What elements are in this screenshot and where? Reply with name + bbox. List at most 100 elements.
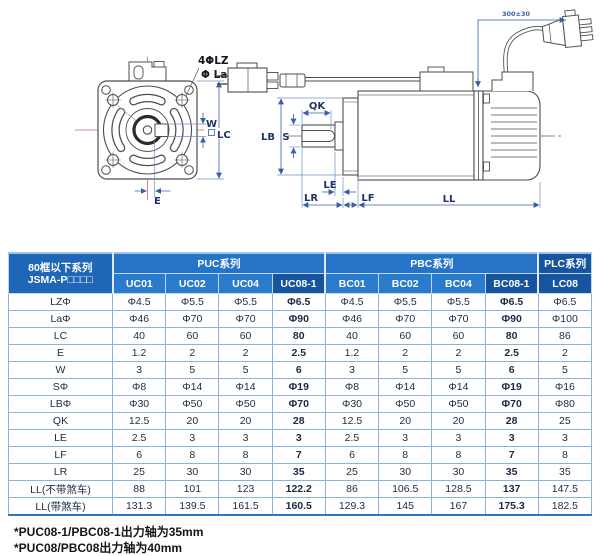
spec-value-cell: 35 xyxy=(484,463,539,481)
spec-value-cell: Φ19 xyxy=(271,378,326,396)
spec-value-cell: 3 xyxy=(431,429,486,447)
table-row: LF 6 8 8 7 6 8 8 7 8 xyxy=(8,446,593,464)
dimension-drawing-svg: 4ΦLZ Φ La W LC E xyxy=(74,9,594,208)
spec-value-cell: Φ50 xyxy=(218,395,273,413)
spec-value-cell: Φ100 xyxy=(537,310,593,328)
dim-label-e: E xyxy=(154,196,161,207)
spec-value-cell: Φ6.5 xyxy=(484,293,539,311)
spec-value-cell: Φ50 xyxy=(431,395,486,413)
spec-value-cell: 129.3 xyxy=(324,497,380,516)
col-header-bc08-1: BC08-1 xyxy=(484,273,539,294)
spec-value-cell: Φ5.5 xyxy=(431,293,486,311)
dim-label-w: W xyxy=(206,119,217,130)
dim-label-lr: LR xyxy=(304,193,318,204)
group-header-puc: PUC系列 xyxy=(111,252,326,274)
spec-value-cell: 20 xyxy=(165,412,220,430)
spec-value-cell: Φ14 xyxy=(378,378,433,396)
footnote-1: *PUC08-1/PBC08-1出力轴为35mm xyxy=(14,525,204,539)
label-bolt-holes: 4ΦLZ xyxy=(198,55,229,67)
spec-value-cell: 8 xyxy=(378,446,433,464)
spec-value-cell: 1.2 xyxy=(324,344,380,362)
spec-value-cell: Φ46 xyxy=(324,310,380,328)
corner-header: 80框以下系列 JSMA-P□□□□ xyxy=(8,252,113,294)
spec-value-cell: Φ5.5 xyxy=(218,293,273,311)
spec-value-cell: 139.5 xyxy=(165,497,220,516)
spec-value-cell: 20 xyxy=(431,412,486,430)
spec-value-cell: 60 xyxy=(431,327,486,345)
spec-value-cell: Φ70 xyxy=(484,395,539,413)
spec-value-cell: 2 xyxy=(537,344,593,362)
spec-value-cell: 86 xyxy=(537,327,593,345)
spec-value-cell: 3 xyxy=(484,429,539,447)
spec-value-cell: Φ8 xyxy=(324,378,380,396)
spec-row-label: LL(带煞车) xyxy=(8,497,113,516)
dim-label-lf: LF xyxy=(361,193,374,204)
spec-value-cell: 25 xyxy=(111,463,167,481)
spec-value-cell: 160.5 xyxy=(271,497,326,516)
dim-label-le: LE xyxy=(323,180,336,191)
spec-value-cell: 2 xyxy=(218,344,273,362)
col-header-uc01: UC01 xyxy=(111,273,167,294)
spec-row-label: E xyxy=(8,344,113,362)
spec-row-label: LC xyxy=(8,327,113,345)
spec-value-cell: Φ46 xyxy=(111,310,167,328)
spec-value-cell: 3 xyxy=(271,429,326,447)
spec-value-cell: Φ5.5 xyxy=(378,293,433,311)
spec-value-cell: 123 xyxy=(218,480,273,498)
table-row: LR 25 30 30 35 25 30 30 35 35 xyxy=(8,463,593,481)
motor-body xyxy=(357,90,475,181)
spec-value-cell: 5 xyxy=(431,361,486,379)
spec-row-label: QK xyxy=(8,412,113,430)
spec-value-cell: 35 xyxy=(537,463,593,481)
spec-value-cell: 3 xyxy=(378,429,433,447)
spec-value-cell: Φ50 xyxy=(378,395,433,413)
spec-value-cell: Φ14 xyxy=(218,378,273,396)
spec-value-cell: Φ70 xyxy=(165,310,220,328)
keyway xyxy=(302,130,335,142)
spec-value-cell: Φ30 xyxy=(111,395,167,413)
power-cable xyxy=(503,25,547,73)
spec-value-cell: 80 xyxy=(271,327,326,345)
spec-value-cell: 20 xyxy=(218,412,273,430)
spec-value-cell: 6 xyxy=(324,446,380,464)
spec-value-cell: Φ50 xyxy=(165,395,220,413)
table-row: SΦ Φ8 Φ14 Φ14 Φ19 Φ8 Φ14 Φ14 Φ19 Φ16 xyxy=(8,378,593,396)
spec-value-cell: 182.5 xyxy=(537,497,593,516)
spec-value-cell: 88 xyxy=(111,480,167,498)
spec-value-cell: 161.5 xyxy=(218,497,273,516)
spec-value-cell: 122.2 xyxy=(271,480,326,498)
spec-value-cell: 2 xyxy=(378,344,433,362)
spec-value-cell: Φ4.5 xyxy=(111,293,167,311)
spec-value-cell: 101 xyxy=(165,480,220,498)
spec-value-cell: 60 xyxy=(378,327,433,345)
footnote-2: *PUC08/PBC08出力轴为40mm xyxy=(14,541,183,555)
spec-value-cell: 175.3 xyxy=(484,497,539,516)
spec-value-cell: Φ70 xyxy=(218,310,273,328)
spec-value-cell: 30 xyxy=(431,463,486,481)
spec-value-cell: Φ5.5 xyxy=(165,293,220,311)
spec-value-cell: 2.5 xyxy=(324,429,380,447)
spec-value-cell: 6 xyxy=(111,446,167,464)
spec-value-cell: Φ70 xyxy=(431,310,486,328)
spec-value-cell: 128.5 xyxy=(431,480,486,498)
spec-table-body: LZΦ Φ4.5 Φ5.5 Φ5.5 Φ6.5 Φ4.5 Φ5.5 Φ5.5 Φ6.5 Φ6.5 L… xyxy=(8,293,593,516)
spec-value-cell: 3 xyxy=(537,429,593,447)
col-header-uc08-1: UC08-1 xyxy=(271,273,326,294)
spec-value-cell: 6 xyxy=(484,361,539,379)
spec-value-cell: 131.3 xyxy=(111,497,167,516)
spec-value-cell: 12.5 xyxy=(324,412,380,430)
spec-value-cell: 2.5 xyxy=(484,344,539,362)
spec-value-cell: 6 xyxy=(271,361,326,379)
table-row: LL(不带煞车) 88 101 123 122.2 86 106.5 128.5 137 147.… xyxy=(8,480,593,498)
dim-label-qk: QK xyxy=(309,101,327,112)
spec-row-label: LZΦ xyxy=(8,293,113,311)
shaft-collar xyxy=(334,121,344,151)
spec-row-label: LR xyxy=(8,463,113,481)
spec-row-label: LF xyxy=(8,446,113,464)
dim-label-s: S xyxy=(282,132,289,143)
spec-value-cell: 60 xyxy=(165,327,220,345)
col-header-bc04: BC04 xyxy=(431,273,486,294)
spec-value-cell: 8 xyxy=(537,446,593,464)
col-header-uc04: UC04 xyxy=(218,273,273,294)
spec-value-cell: Φ6.5 xyxy=(537,293,593,311)
